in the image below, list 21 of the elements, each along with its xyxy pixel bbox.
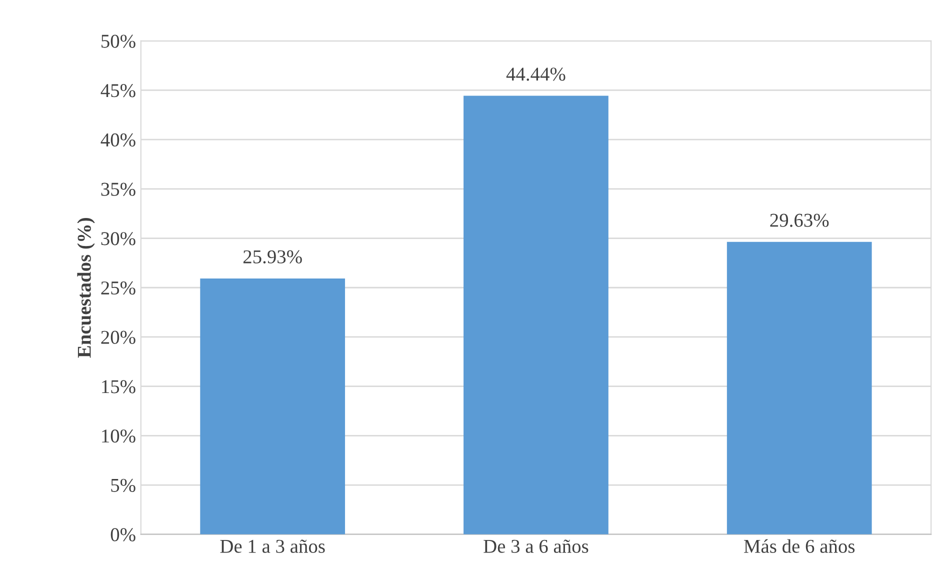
y-tick-label: 10% bbox=[102, 429, 136, 443]
bar bbox=[200, 278, 346, 534]
x-tick-label: De 1 a 3 años bbox=[220, 540, 325, 553]
x-tick-label: De 3 a 6 años bbox=[484, 540, 588, 553]
y-tick-label: 45% bbox=[100, 84, 136, 98]
y-tick-label: 15% bbox=[102, 380, 136, 394]
y-tick-label: 20% bbox=[101, 330, 136, 344]
y-axis-title: Encuestados (%) bbox=[77, 218, 95, 358]
data-label: 29.63% bbox=[770, 214, 829, 227]
y-tick-label: 5% bbox=[111, 478, 136, 492]
y-tick-label: 0% bbox=[110, 528, 136, 542]
y-tick-label: 25% bbox=[101, 281, 136, 295]
y-tick-label: 30% bbox=[101, 232, 136, 246]
data-label: 25.93% bbox=[243, 250, 302, 264]
bar bbox=[464, 96, 608, 534]
bar bbox=[726, 242, 872, 534]
data-label: 44.44% bbox=[506, 68, 566, 81]
y-tick-label: 40% bbox=[100, 133, 136, 147]
x-tick-label: Más de 6 años bbox=[744, 539, 855, 553]
y-tick-label: 35% bbox=[101, 182, 136, 196]
y-tick-label: 50% bbox=[102, 34, 136, 48]
